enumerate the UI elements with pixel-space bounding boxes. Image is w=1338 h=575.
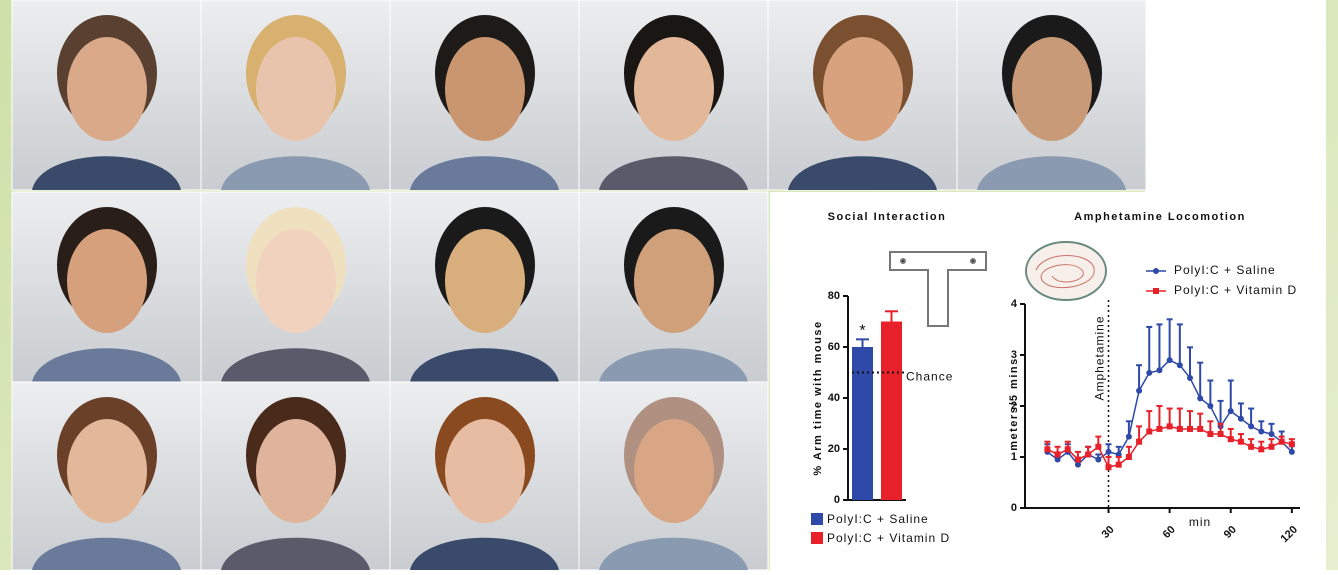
point [1095, 457, 1101, 463]
point [1279, 439, 1285, 445]
point [1177, 426, 1183, 432]
photo-face [1012, 37, 1092, 141]
point [1218, 431, 1224, 437]
legend-label: PolyI:C + Vitamin D [1174, 283, 1297, 297]
dish-icon [1026, 242, 1106, 300]
y-tick-label: 80 [828, 290, 840, 302]
x-axis-label: min [1189, 515, 1211, 529]
point [1126, 454, 1132, 460]
y-axis-label: % Arm time with mouse [812, 320, 824, 475]
point [1106, 449, 1112, 455]
point [1187, 375, 1193, 381]
legend-marker [1153, 288, 1159, 294]
figure: Social Interaction020406080% Arm time wi… [0, 0, 1338, 570]
point [1268, 431, 1274, 437]
point [1207, 431, 1213, 437]
point [1146, 370, 1152, 376]
point [1177, 362, 1183, 368]
point [1289, 449, 1295, 455]
point [1146, 429, 1152, 435]
photo-face [634, 229, 714, 333]
point [1167, 357, 1173, 363]
y-tick-label: 60 [828, 341, 840, 353]
point [1095, 444, 1101, 450]
point [1248, 444, 1254, 450]
point [1156, 367, 1162, 373]
point [1228, 436, 1234, 442]
point [1126, 434, 1132, 440]
bar [881, 322, 902, 501]
significance-star: * [859, 323, 865, 340]
page: {"chart_data": [ {"type": "bar", "title"… [0, 0, 1338, 570]
point [1075, 457, 1081, 463]
point [1156, 426, 1162, 432]
y-tick-label: 0 [1011, 502, 1017, 514]
y-tick-label: 4 [1011, 298, 1018, 310]
chart-title: Amphetamine Locomotion [1074, 211, 1246, 223]
point [1044, 446, 1050, 452]
legend-label: PolyI:C + Saline [827, 512, 929, 526]
chart-title: Social Interaction [828, 211, 947, 223]
legend-label: PolyI:C + Saline [1174, 263, 1276, 277]
photo-face [445, 419, 525, 523]
point [1197, 395, 1203, 401]
photo-face [445, 37, 525, 141]
point [1065, 446, 1071, 452]
point [1258, 446, 1264, 452]
annotation-label: Amphetamine [1093, 315, 1107, 400]
point [1258, 429, 1264, 435]
legend-marker [1153, 268, 1159, 274]
y-axis-label: meters/5 mins [1008, 357, 1020, 450]
point [1167, 423, 1173, 429]
photo-face [634, 419, 714, 523]
photo-face [256, 229, 336, 333]
photo-face [256, 419, 336, 523]
point [1187, 426, 1193, 432]
photo-face [67, 37, 147, 141]
point [1248, 423, 1254, 429]
legend-swatch [811, 513, 823, 525]
photo-face [67, 229, 147, 333]
point [1106, 464, 1112, 470]
y-tick-label: 40 [828, 392, 840, 404]
photo-face [256, 37, 336, 141]
point [1289, 441, 1295, 447]
photo-face [634, 37, 714, 141]
blank-panel [1145, 0, 1326, 192]
point [1055, 451, 1061, 457]
photo-face [67, 419, 147, 523]
point [1136, 388, 1142, 394]
point [1085, 451, 1091, 457]
point [1197, 426, 1203, 432]
y-tick-label: 0 [834, 494, 840, 506]
point [1238, 439, 1244, 445]
reference-label: Chance [906, 370, 953, 384]
legend-label: PolyI:C + Vitamin D [827, 531, 950, 545]
point [1207, 403, 1213, 409]
bar [852, 347, 873, 500]
y-tick-label: 1 [1011, 451, 1017, 463]
photo-face [823, 37, 903, 141]
point [1268, 444, 1274, 450]
point [1238, 416, 1244, 422]
point [1228, 408, 1234, 414]
photo-face [445, 229, 525, 333]
point [1116, 462, 1122, 468]
point [1136, 439, 1142, 445]
y-tick-label: 20 [828, 443, 840, 455]
legend-swatch [811, 532, 823, 544]
